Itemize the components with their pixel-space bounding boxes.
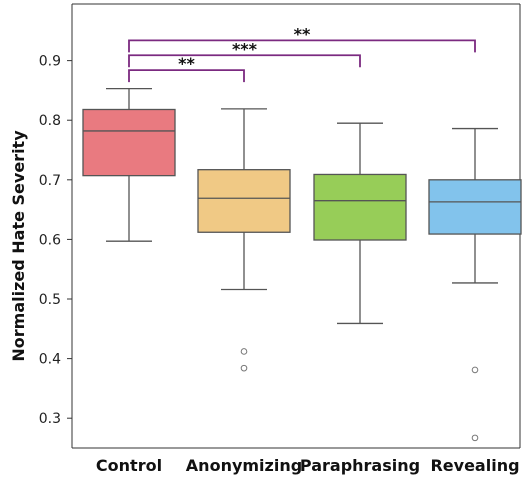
iqr-box: [82, 108, 176, 177]
y-ticks: 0.3 0.4 0.5 0.6 0.7 0.8 0.9: [39, 54, 72, 427]
y-tick-label: 0.7: [39, 173, 61, 189]
box-anonymizing: [197, 108, 291, 372]
x-tick-label: Anonymizing: [186, 456, 302, 475]
box-revealing: [428, 127, 522, 442]
significance-brackets: *******: [128, 24, 476, 83]
bracket-line: [128, 69, 245, 83]
iqr-box: [197, 169, 291, 233]
iqr-box: [313, 173, 407, 241]
significance-label: ***: [232, 39, 258, 58]
box-control: [82, 87, 176, 242]
y-tick-label: 0.3: [39, 411, 61, 427]
significance-bracket: **: [128, 24, 476, 53]
iqr-box: [428, 179, 522, 235]
outlier-point: [240, 348, 248, 355]
bracket-line: [128, 54, 361, 68]
y-tick-label: 0.8: [39, 113, 61, 129]
y-tick-label: 0.9: [39, 54, 61, 70]
bracket-line: [128, 39, 476, 53]
outlier-point: [471, 366, 479, 374]
y-tick-label: 0.5: [39, 292, 61, 308]
x-tick-label: Control: [96, 456, 162, 475]
y-axis-title: Normalized Hate Severity: [9, 130, 28, 362]
significance-label: **: [294, 24, 311, 43]
significance-bracket: ***: [128, 39, 361, 68]
boxes: [82, 87, 522, 442]
x-tick-label: Revealing: [430, 456, 519, 475]
outlier-point: [471, 434, 479, 442]
y-tick-label: 0.4: [39, 352, 61, 368]
x-tick-label: Paraphrasing: [300, 456, 420, 475]
y-tick-label: 0.6: [39, 232, 61, 248]
box-paraphrasing: [313, 122, 407, 325]
significance-bracket: **: [128, 54, 245, 83]
significance-label: **: [178, 54, 195, 73]
outlier-point: [240, 364, 248, 372]
